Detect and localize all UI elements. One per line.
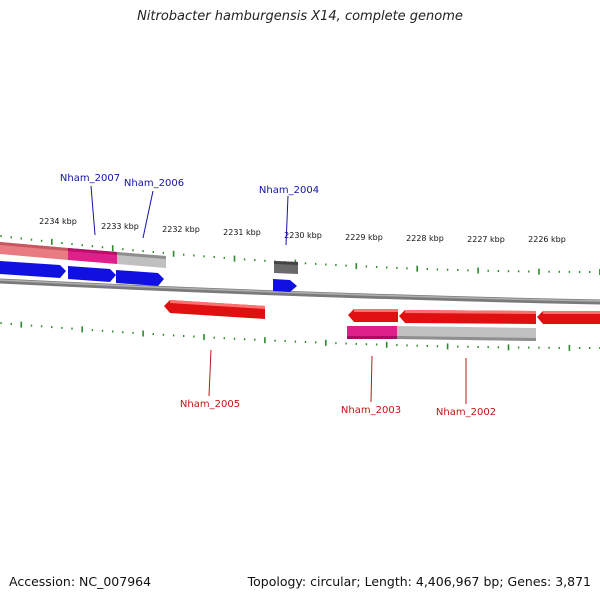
cds-arrow-forward-nham-2006[interactable]: [116, 270, 164, 286]
ruler-label: 2232 kbp: [162, 225, 200, 234]
gene-block-nham-2003[interactable]: [347, 326, 397, 339]
gene-feature-ring: [0, 242, 536, 341]
ruler-label: 2228 kbp: [406, 234, 444, 243]
ruler-label: 2233 kbp: [101, 222, 139, 231]
cds-arrow-reverse-nham-2003[interactable]: [348, 309, 398, 322]
ruler-label: 2234 kbp: [39, 217, 77, 226]
cds-arrow-forward-nham-2004[interactable]: [273, 279, 297, 292]
cds-arrow-forward-nham-2007[interactable]: [68, 266, 116, 282]
gene-label[interactable]: Nham_2004: [259, 185, 319, 196]
gene-label[interactable]: Nham_2002: [436, 407, 496, 418]
accession-text: Accession: NC_007964: [9, 574, 152, 589]
forward-strand-cds: [0, 261, 297, 292]
gene-label[interactable]: Nham_2006: [124, 178, 184, 189]
cds-arrow-forward[interactable]: [0, 261, 66, 278]
ruler-labels: 2234 kbp 2233 kbp 2232 kbp 2231 kbp 2230…: [39, 217, 566, 244]
gene-label[interactable]: Nham_2007: [60, 173, 120, 184]
genome-summary-text: Topology: circular; Length: 4,406,967 bp…: [247, 574, 591, 589]
genome-backbone: [0, 278, 600, 305]
ruler-label: 2230 kbp: [284, 231, 322, 240]
reverse-strand-cds: [164, 300, 600, 324]
gene-callouts: [90, 185, 467, 404]
cds-arrow-reverse-next[interactable]: [537, 311, 600, 324]
ruler-label: 2229 kbp: [345, 233, 383, 242]
ruler-label: 2227 kbp: [467, 235, 505, 244]
gene-label[interactable]: Nham_2003: [341, 405, 401, 416]
ruler-label: 2231 kbp: [223, 228, 261, 237]
gene-label[interactable]: Nham_2005: [180, 399, 240, 410]
inner-tick-ring: [0, 321, 600, 351]
map-title: Nitrobacter hamburgensis X14, complete g…: [137, 9, 463, 24]
ruler-label: 2226 kbp: [528, 235, 566, 244]
outer-tick-ring: [0, 235, 600, 275]
